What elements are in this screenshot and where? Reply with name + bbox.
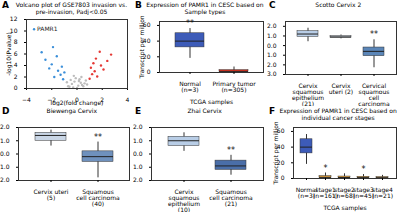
svg-text:60: 60 [142, 21, 151, 29]
svg-text:stage2(n=68): stage2(n=68) [334, 186, 355, 199]
svg-text:Cervicalsquamouscellcarcinoma(: Cervicalsquamouscellcarcinoma(32) [358, 82, 390, 106]
svg-text:Squamouscell carcinoma(21): Squamouscell carcinoma(21) [209, 188, 253, 207]
html-text:Scotto Cervix 2: Scotto Cervix 2 [315, 1, 362, 8]
svg-text:1.0: 1.0 [267, 32, 277, 39]
html-text:C: C [269, 0, 276, 10]
svg-text:2.0: 2.0 [267, 22, 277, 29]
svg-text:**: ** [370, 30, 378, 39]
svg-text:2.0: 2.0 [0, 123, 10, 130]
html-text:D: D [2, 106, 10, 116]
svg-text:0: 0 [281, 174, 285, 181]
svg-text:0.0: 0.0 [133, 150, 143, 157]
svg-text:12: 12 [10, 15, 18, 22]
svg-text:4: 4 [126, 96, 130, 103]
svg-text:Primary tumor(n=305): Primary tumor(n=305) [212, 80, 256, 93]
svg-text:1.0: 1.0 [0, 137, 10, 144]
svg-text:0: 0 [14, 84, 18, 91]
svg-text:**: ** [94, 133, 102, 142]
svg-text:2: 2 [14, 73, 18, 80]
svg-text:1.0: 1.0 [133, 137, 143, 144]
svg-text:−1.0: −1.0 [0, 163, 10, 170]
html-text:stage1: stage1 [315, 185, 336, 193]
svg-text:−3.0: −3.0 [267, 70, 277, 77]
svg-text:−4: −4 [22, 96, 31, 103]
svg-text:0.0: 0.0 [267, 42, 277, 49]
svg-text:20: 20 [142, 52, 151, 60]
svg-text:Normal(n=3): Normal(n=3) [179, 80, 201, 93]
svg-text:40: 40 [276, 143, 285, 150]
svg-text:6: 6 [14, 50, 18, 57]
html-text:(n=161): (n=161) [313, 191, 338, 199]
svg-text:−2.0: −2.0 [267, 61, 277, 68]
svg-text:log2(fold change): log2(fold change) [51, 99, 104, 107]
html-text:Normal: Normal [295, 185, 318, 193]
svg-text:−1.0: −1.0 [267, 51, 277, 58]
svg-text:8: 8 [14, 38, 18, 45]
svg-text:−1.0: −1.0 [133, 163, 143, 170]
svg-text:−2.0: −2.0 [133, 176, 143, 183]
html-text:B: B [135, 0, 142, 10]
svg-text:Transcript per million: Transcript per million [138, 15, 146, 79]
html-text:(n=3): (n=3) [297, 191, 316, 199]
svg-text:*: * [324, 164, 328, 173]
html-text:Volcano plot of GSE7803 invasi: Volcano plot of GSE7803 invasion vs. pre… [15, 1, 128, 15]
svg-text:*: * [362, 165, 366, 174]
svg-text:10: 10 [9, 26, 18, 34]
html-text:E: E [135, 106, 142, 116]
svg-text:**: ** [186, 19, 194, 28]
svg-text:PAMR1: PAMR1 [37, 25, 58, 32]
svg-text:TCGA samples: TCGA samples [322, 204, 366, 212]
svg-text:Transcript per million: Transcript per million [272, 121, 280, 185]
svg-text:-log10(Pvalue): -log10(Pvalue) [5, 32, 13, 76]
svg-text:TCGA samples: TCGA samples [189, 98, 233, 106]
svg-text:40: 40 [142, 37, 151, 44]
svg-text:60: 60 [276, 127, 285, 135]
html-text:Zhai Cervix: Zhai Cervix [187, 107, 222, 114]
svg-text:**: ** [227, 146, 235, 155]
svg-text:Cervixsquamousepithelium(10): Cervixsquamousepithelium(10) [168, 188, 200, 212]
svg-text:0: 0 [147, 68, 151, 75]
html-text:Expression of PAMR1 in CESC ba: Expression of PAMR1 in CESC based on Sam… [146, 1, 264, 15]
svg-text:0.0: 0.0 [0, 150, 10, 157]
svg-text:Cervixsquamousepithelium(21): Cervixsquamousepithelium(21) [292, 82, 324, 106]
html-text:Biewenga Cervix: Biewenga Cervix [46, 107, 97, 114]
svg-text:Cervix uteri(5): Cervix uteri(5) [33, 188, 68, 201]
svg-text:2.0: 2.0 [133, 123, 143, 130]
svg-text:Cervixuteri (2): Cervixuteri (2) [329, 82, 353, 95]
svg-text:Squamouscell carcinoma(40): Squamouscell carcinoma(40) [76, 188, 120, 207]
html-text:A: A [2, 0, 9, 10]
svg-text:stage4(n=21): stage4(n=21) [372, 186, 393, 199]
html-text:F Expression of PAMR1 in CESC: F Expression of PAMR1 in CESC based on i… [269, 106, 397, 121]
svg-text:stage3(n=45): stage3(n=45) [353, 186, 374, 199]
svg-text:4: 4 [14, 61, 18, 68]
svg-text:20: 20 [276, 158, 285, 166]
svg-text:−2.0: −2.0 [0, 176, 10, 183]
